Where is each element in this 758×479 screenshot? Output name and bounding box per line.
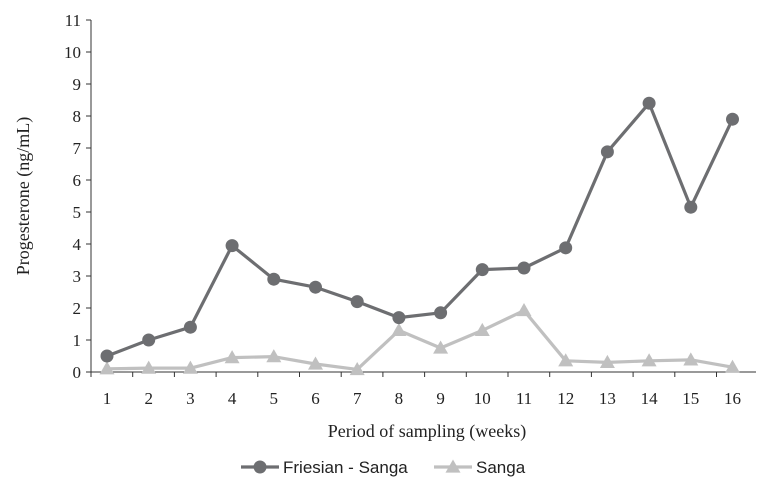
data-point (559, 241, 573, 255)
data-point (683, 352, 699, 366)
x-tick-label: 5 (270, 389, 279, 408)
legend-marker (253, 460, 267, 474)
data-point (225, 239, 239, 253)
legend: Friesian - Sanga Sanga (241, 458, 526, 477)
y-tick-label: 3 (73, 267, 82, 286)
data-point (182, 360, 198, 374)
legend-item: Friesian - Sanga (241, 458, 408, 477)
data-point (726, 112, 739, 126)
x-tick-label: 16 (724, 389, 741, 408)
legend-marker (445, 459, 461, 473)
y-tick-label: 10 (64, 43, 81, 62)
data-point (434, 306, 448, 320)
y-tick-label: 8 (73, 107, 82, 126)
y-tick-label: 0 (73, 363, 82, 382)
y-tick-label: 6 (73, 171, 82, 190)
series-line (106, 308, 733, 372)
data-point (599, 354, 615, 369)
data-point (308, 356, 323, 370)
data-point (183, 320, 197, 334)
legend-item: Sanga (434, 458, 526, 477)
y-tick-label: 7 (73, 139, 82, 158)
data-point (475, 263, 489, 277)
data-point (349, 361, 365, 376)
x-tick-label: 9 (436, 389, 445, 408)
x-tick-label: 7 (353, 389, 362, 408)
data-point (517, 261, 531, 275)
data-point (224, 350, 240, 364)
x-tick-label: 6 (311, 389, 320, 408)
y-tick-label: 2 (73, 299, 82, 318)
x-tick-label: 3 (186, 389, 195, 408)
data-point (100, 349, 114, 363)
data-point (684, 200, 698, 214)
y-tick-label: 1 (73, 331, 82, 350)
x-axis-ticks: 1 2 3 4 5 6 7 8 9 10 11 12 13 14 15 16 (90, 372, 741, 408)
data-point (266, 349, 282, 363)
y-tick-label: 5 (73, 203, 82, 222)
data-point (433, 340, 449, 354)
y-tick-label: 9 (73, 75, 82, 94)
x-tick-label: 10 (474, 389, 491, 408)
x-tick-label: 14 (641, 389, 659, 408)
axes (90, 20, 756, 373)
x-tick-label: 2 (144, 389, 153, 408)
data-point (558, 353, 574, 367)
legend-label: Friesian - Sanga (283, 458, 408, 477)
x-tick-label: 15 (682, 389, 699, 408)
x-tick-label: 12 (557, 389, 574, 408)
x-tick-label: 8 (395, 389, 404, 408)
data-point (516, 303, 532, 317)
legend-label: Sanga (476, 458, 526, 477)
y-axis-ticks: 0 1 2 3 4 5 6 7 8 9 10 11 (64, 11, 91, 382)
x-axis-title: Period of sampling (weeks) (328, 421, 526, 442)
data-point (99, 361, 115, 375)
x-tick-label: 11 (516, 389, 532, 408)
data-point (267, 272, 281, 286)
data-point (141, 360, 157, 374)
series-friesian-sanga (100, 96, 739, 363)
x-tick-label: 13 (599, 389, 616, 408)
series-layer (99, 96, 740, 376)
data-point (641, 353, 657, 367)
series-sanga (99, 303, 740, 376)
y-tick-label: 4 (73, 235, 82, 254)
data-point (600, 145, 614, 159)
data-point (725, 359, 740, 373)
data-point (309, 280, 322, 294)
y-tick-label: 11 (65, 11, 81, 30)
data-point (350, 295, 364, 309)
y-axis-title: Progesterone (ng/mL) (13, 117, 34, 275)
data-point (142, 333, 156, 347)
x-tick-label: 1 (103, 389, 112, 408)
data-point (474, 322, 490, 337)
series-line (106, 101, 734, 358)
data-point (642, 96, 656, 110)
data-point (391, 322, 407, 337)
data-point (392, 311, 406, 325)
x-tick-label: 4 (228, 389, 237, 408)
